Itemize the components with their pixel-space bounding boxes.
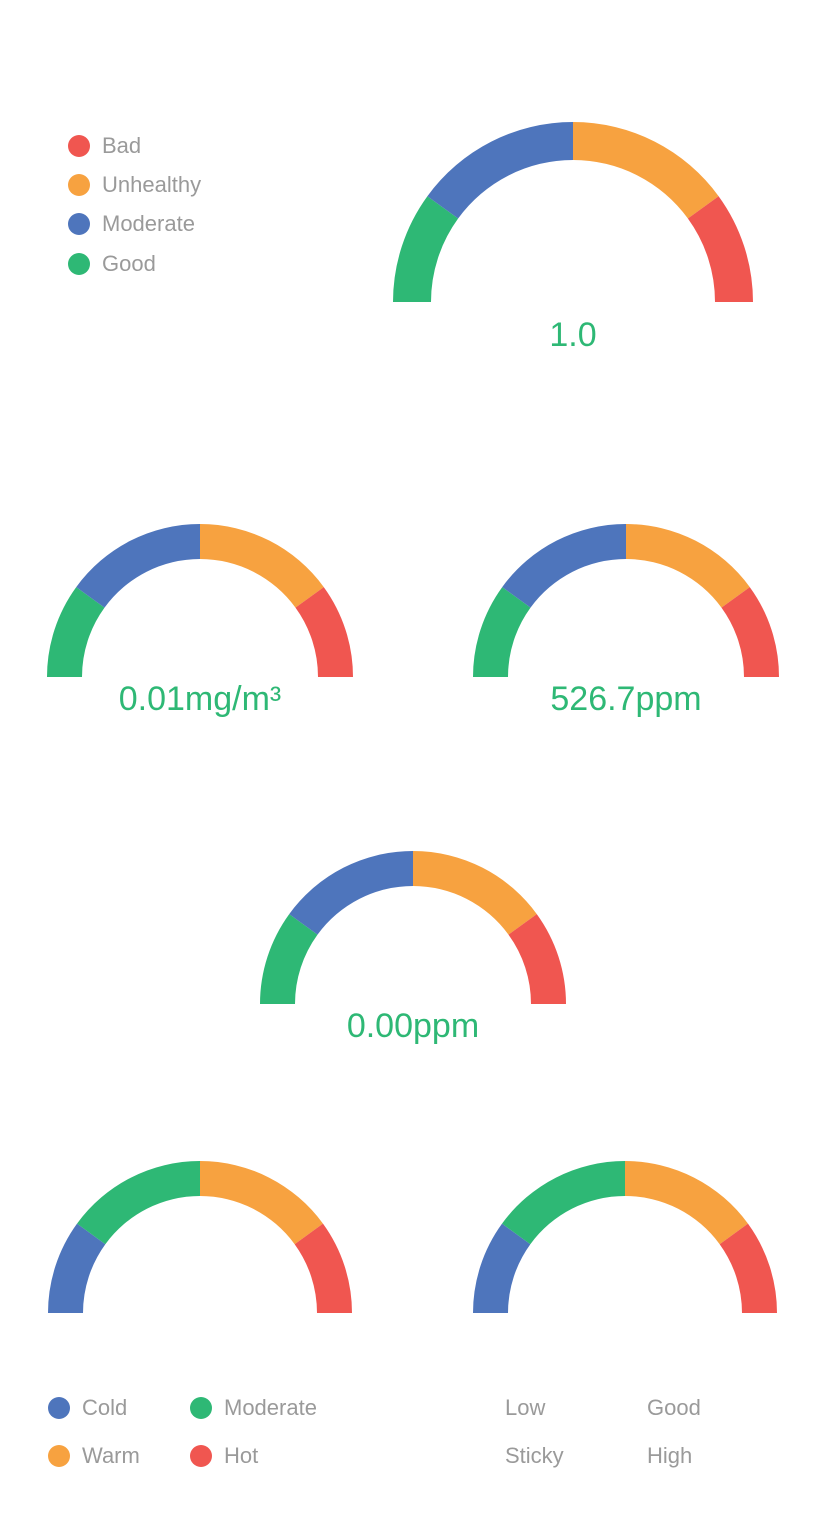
legend-item-moderate[interactable]: Moderate	[68, 211, 195, 237]
gauge-3: 0.00ppm	[260, 851, 566, 1045]
gauge-3-segment-good	[260, 914, 318, 1004]
gauge-0-segment-moderate	[427, 122, 573, 219]
gauge-0-segment-bad	[687, 196, 753, 302]
gauge-4-segment-cold	[48, 1223, 106, 1313]
gauge-2-segment-unhealthy	[626, 524, 750, 608]
legend-label-moderate: Moderate	[102, 211, 195, 236]
gauge-3-segment-moderate	[289, 851, 413, 935]
gauge-3-value-label: 0.00ppm	[347, 1007, 479, 1045]
legend-item-good[interactable]: Good	[68, 251, 156, 277]
gauge-1-segment-unhealthy	[200, 524, 324, 608]
legend-label-bad: Bad	[102, 133, 142, 158]
legend-dot-temp-moderate	[190, 1397, 212, 1419]
gauge-2-value-label: 526.7ppm	[550, 680, 701, 718]
gauge-3-segment-unhealthy	[413, 851, 537, 935]
legend-item-humidity-good[interactable]: Good	[647, 1395, 701, 1420]
legend-item-high[interactable]: High	[647, 1443, 693, 1468]
legend-dot-cold	[48, 1397, 70, 1419]
gauge-5-segment-sticky	[625, 1161, 748, 1245]
gauge-5-segment-high	[719, 1223, 777, 1313]
gauge-0: 1.0	[393, 122, 753, 354]
legend-label-temp-moderate: Moderate	[224, 1395, 317, 1420]
gauge-5	[473, 1161, 777, 1313]
gauge-4-segment-hot	[294, 1223, 352, 1313]
legend-item-cold[interactable]: Cold	[48, 1395, 127, 1421]
gauge-1-value-label: 0.01mg/m³	[119, 680, 282, 718]
legend-label-good: Good	[102, 251, 156, 276]
gauge-5-segment-low	[473, 1223, 531, 1313]
legend-item-hot[interactable]: Hot	[190, 1443, 258, 1469]
legend-item-unhealthy[interactable]: Unhealthy	[68, 172, 201, 198]
gauge-2-segment-good	[473, 587, 531, 677]
gauge-1-segment-bad	[295, 587, 353, 677]
gauge-2: 526.7ppm	[473, 524, 779, 718]
gauge-3-segment-bad	[508, 914, 566, 1004]
gauge-4	[48, 1161, 352, 1313]
gauge-1: 0.01mg/m³	[47, 524, 353, 718]
legend-item-sticky[interactable]: Sticky	[505, 1443, 564, 1468]
gauge-0-segment-good	[393, 196, 459, 302]
gauge-1-segment-good	[47, 587, 105, 677]
gauge-1-segment-moderate	[76, 524, 200, 608]
legend-dot-good	[68, 253, 90, 275]
gauge-4-segment-warm	[200, 1161, 323, 1245]
legend-label-cold: Cold	[82, 1395, 128, 1420]
gauge-0-segment-unhealthy	[573, 122, 719, 219]
gauge-2-segment-bad	[721, 587, 779, 677]
legend-label-warm: Warm	[82, 1443, 140, 1468]
legend-label-unhealthy: Unhealthy	[102, 172, 202, 197]
legend-dot-unhealthy	[68, 174, 90, 196]
gauge-4-segment-moderate	[77, 1161, 200, 1245]
gauge-5-segment-good	[502, 1161, 625, 1245]
legend-dot-moderate	[68, 213, 90, 235]
legend-item-bad[interactable]: Bad	[68, 133, 141, 159]
legend-dot-warm	[48, 1445, 70, 1467]
gauge-2-segment-moderate	[502, 524, 626, 608]
legend-item-warm[interactable]: Warm	[48, 1443, 140, 1469]
legend-dot-bad	[68, 135, 90, 157]
legend-dot-hot	[190, 1445, 212, 1467]
legend-item-temp-moderate[interactable]: Moderate	[190, 1395, 317, 1421]
gauge-0-value-label: 1.0	[549, 316, 596, 354]
legend-item-low[interactable]: Low	[505, 1395, 546, 1420]
legend-label-hot: Hot	[224, 1443, 259, 1468]
